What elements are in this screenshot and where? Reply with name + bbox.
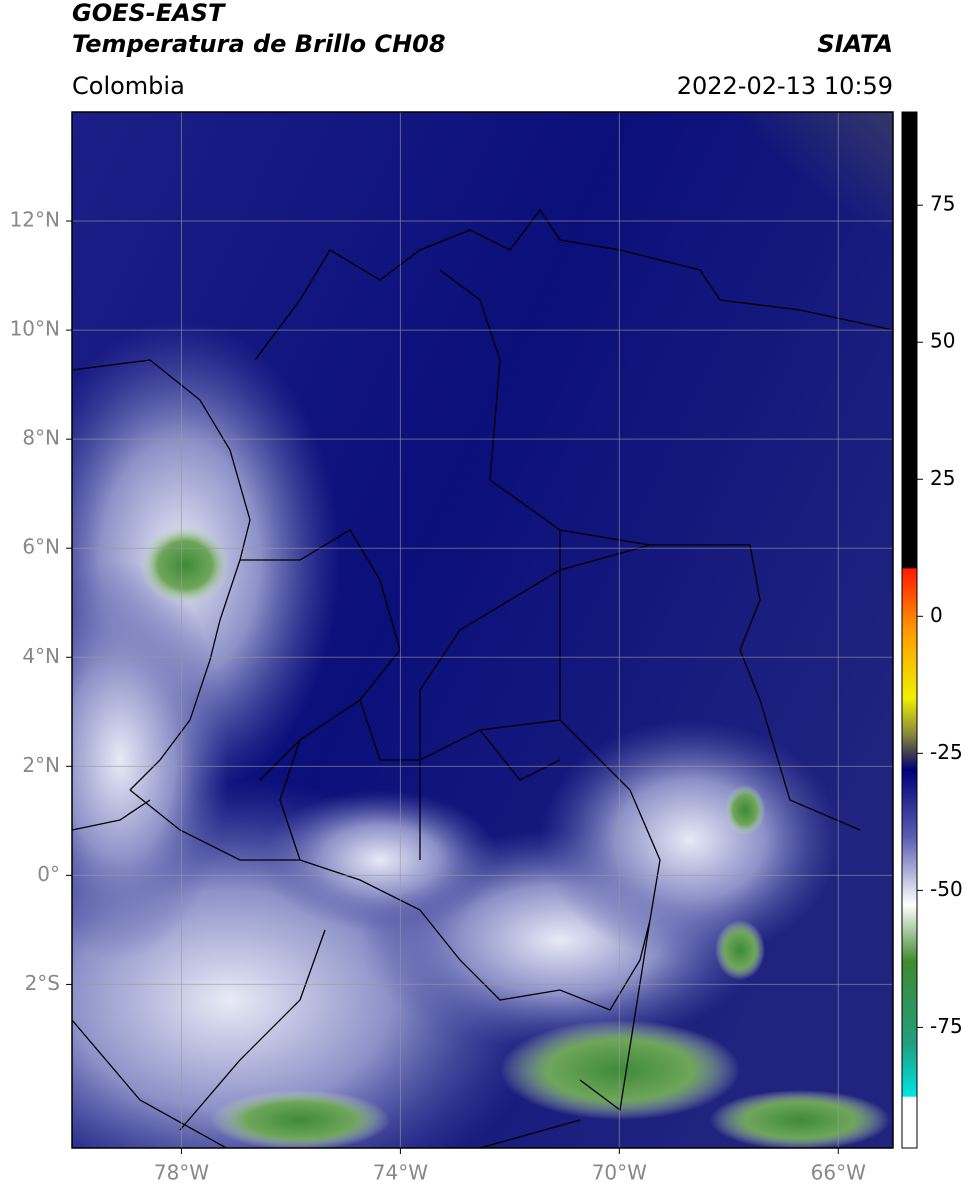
- colorbar-tick-label: -25: [930, 740, 963, 764]
- x-tick-label: 74°W: [373, 1161, 428, 1185]
- colorbar: [901, 111, 918, 1149]
- datetime: 2022-02-13 10:59: [677, 72, 893, 100]
- y-tick-label: 2°N: [22, 753, 60, 777]
- region: Colombia: [72, 72, 185, 100]
- subtitle: Temperatura de Brillo CH08: [72, 30, 446, 58]
- y-tick-label: 10°N: [10, 317, 60, 341]
- colorbar-tick-label: 75: [930, 192, 955, 216]
- colorbar-tick-label: 0: [930, 603, 943, 627]
- colorbar-tick-label: 50: [930, 329, 955, 353]
- x-tick-label: 78°W: [154, 1161, 209, 1185]
- map-frame: [71, 111, 894, 1149]
- colorbar-tick-label: 25: [930, 466, 955, 490]
- y-tick-label: 8°N: [22, 426, 60, 450]
- colorbar-tick-label: -75: [930, 1014, 963, 1038]
- y-tick-label: 12°N: [10, 208, 60, 232]
- colorbar-tick-label: -50: [930, 877, 963, 901]
- title: GOES-EAST: [72, 0, 226, 27]
- y-tick-label: 2°S: [25, 971, 60, 995]
- x-tick-label: 66°W: [811, 1161, 866, 1185]
- y-tick-label: 4°N: [22, 644, 60, 668]
- source: SIATA: [817, 30, 893, 58]
- y-tick-label: 6°N: [22, 535, 60, 559]
- grid: [72, 112, 893, 1148]
- x-tick-label: 70°W: [592, 1161, 647, 1185]
- y-tick-label: 0°: [37, 862, 60, 886]
